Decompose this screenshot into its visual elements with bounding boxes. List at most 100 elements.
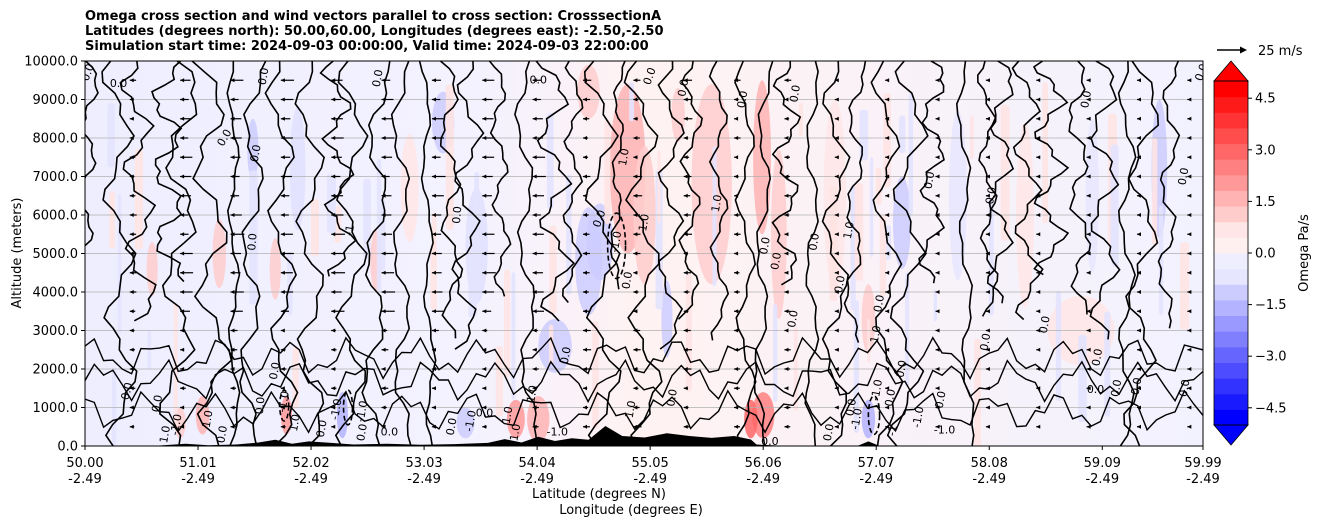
contour-label: 0.0 [785,309,801,328]
wind-vector-head [532,174,537,179]
omega-streak [875,167,882,205]
x-tick-label-latitude: 58.08 [971,456,1008,471]
wind-vector-head [280,405,285,410]
wind-vector-head [482,309,487,314]
wind-vector-head [180,232,185,237]
colorbar-swatch [1214,127,1248,145]
wind-vector-head [1086,270,1091,275]
colorbar-extend-min [1213,424,1249,446]
terrain-silhouette [85,426,1203,446]
wind-vector-head [784,270,789,275]
wind-vector-head [683,367,688,371]
wind-vector-head [331,386,336,391]
colorbar-swatch [1214,190,1248,207]
contour-line [239,61,267,446]
wind-vector-head [935,155,940,160]
wind-vector-head [985,290,990,294]
x-tick-label-longitude: -2.49 [1186,472,1220,487]
wind-vector-head [381,116,386,121]
wind-vector-head [331,424,336,429]
wind-vector-head [583,116,588,121]
wind-vector-head [784,193,789,198]
wind-vector-head [985,174,990,179]
wind-vector-head [633,116,638,121]
omega-streak [905,272,910,387]
contour-line [734,61,757,446]
y-tick-label: 4000.0 [33,286,79,301]
wind-vector-head [431,213,436,217]
contour-line [390,61,412,446]
omega-streak [474,171,480,304]
wind-vector-head [129,347,134,352]
contour-label: 0.0 [119,381,136,401]
wind-vector-head [482,174,487,179]
wind-vector-head [734,174,739,179]
wind-vector-head [230,367,235,371]
omega-streak [249,170,258,305]
wind-vector-head [381,309,386,314]
y-tick-label: 0.0 [57,440,78,455]
colorbar-tick-label: −4.5 [1255,401,1287,416]
wind-vector-head [532,232,537,237]
wind-vector-head [834,405,839,410]
wind-vector-head [1187,367,1192,371]
wind-vector-head [532,424,537,429]
wind-vector-head [985,347,990,352]
wind-vector-head [129,232,134,237]
wind-vector-head [583,193,588,198]
wind-vector-head [482,290,487,294]
wind-vector-head [784,213,789,217]
wind-vector-head [1136,405,1141,410]
contour-label: 1.0 [616,147,632,166]
wind-vector-head [381,367,386,371]
wind-vector-head [381,290,386,294]
wind-vector-head [834,116,839,121]
wind-vector-head [935,116,940,121]
wind-vector-head [784,386,789,391]
wind-vector-head [482,97,487,102]
omega-streak [495,346,504,417]
wind-vector-head [1187,155,1192,160]
contour-label: 0.0 [79,62,97,83]
wind-vector-head [683,213,688,217]
wind-vector-head [1036,386,1041,391]
contour-line-negative [278,389,290,422]
wind-vector-head [583,347,588,352]
wind-vector-head [230,78,235,83]
wind-vector-head [633,347,638,352]
contour-label: 0.0 [444,417,460,436]
wind-vector-head [683,232,688,237]
contour-label: 0.0 [1089,348,1105,367]
contour-label: 0.0 [1176,167,1192,186]
omega-streak [1078,334,1087,423]
omega-streak [134,148,144,250]
wind-vector-head [280,155,285,160]
wind-vector-head [784,116,789,121]
wind-vector-head [230,290,235,294]
colorbar-swatch [1214,268,1248,285]
wind-vector-head [280,251,285,256]
x-tick-label-longitude: -2.49 [520,472,554,487]
wind-vector-head [935,328,940,333]
wind-vector-head [482,270,487,275]
contour-line [535,61,576,322]
wind-vector-head [834,193,839,198]
x-tick-label-latitude: 57.07 [858,456,895,471]
y-tick-label: 5000.0 [33,247,79,262]
wind-vector-head [985,309,990,314]
wind-vector-head [129,386,134,391]
wind-vector-head [331,174,336,179]
wind-vector-head [482,116,487,121]
wind-vector-head [532,290,537,294]
contour-line [886,61,929,446]
contour-label: 0.0 [871,294,887,313]
wind-vector-head [129,78,134,83]
wind-vector-head [583,328,588,333]
y-tick-label: 9000.0 [33,93,79,108]
omega-blob [400,134,419,242]
wind-vector-head [1187,116,1192,121]
wind-vector-head [180,270,185,275]
wind-vector-head [331,97,336,102]
contour-line [583,61,622,446]
wind-vector-head [985,232,990,237]
